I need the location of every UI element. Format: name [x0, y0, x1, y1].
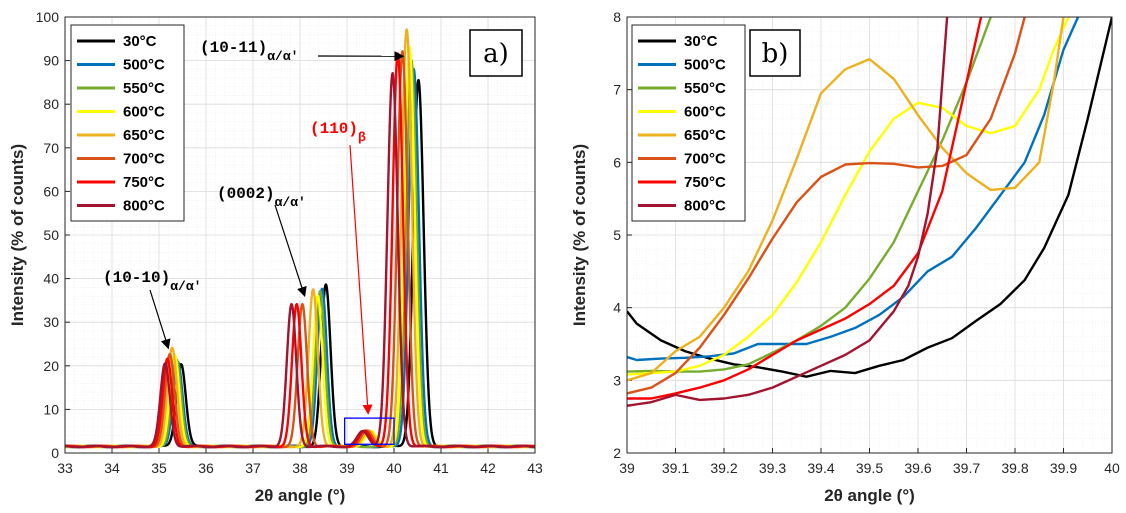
legend-label: 550°C [123, 80, 165, 97]
y-tick-label: 0 [51, 445, 59, 461]
legend-label: 700°C [684, 151, 726, 168]
legend-label: 600°C [684, 104, 726, 121]
annotation-arrow [274, 204, 307, 297]
x-tick-label: 39.2 [710, 460, 737, 476]
legend-label: 30°C [684, 33, 718, 50]
x-axis-label: 2θ angle (°) [255, 486, 346, 505]
series-line-600°C [627, 17, 1070, 376]
legend-label: 550°C [684, 80, 726, 97]
y-tick-label: 2 [613, 445, 621, 461]
x-tick-label: 39.4 [807, 460, 834, 476]
legend-label: 700°C [123, 151, 165, 168]
annotation-text: (0002) [217, 185, 275, 203]
x-tick-label: 40 [386, 460, 402, 476]
y-tick-label: 10 [43, 401, 59, 417]
x-tick-label: 39.9 [1050, 460, 1077, 476]
x-tick-label: 42 [480, 460, 496, 476]
series-line-650°C [627, 17, 1065, 382]
x-tick-label: 33 [57, 460, 73, 476]
annotation-label: (110)β [310, 120, 366, 145]
annotation-text: (10-11) [200, 39, 267, 57]
x-tick-label: 38 [292, 460, 308, 476]
legend-box [631, 24, 746, 222]
annotation-arrow [149, 289, 171, 350]
x-tick-label: 39 [339, 460, 355, 476]
y-tick-label: 5 [613, 227, 621, 243]
y-tick-label: 3 [613, 372, 621, 388]
series-line-700°C [627, 17, 1026, 395]
legend-label: 600°C [123, 104, 165, 121]
annotation-label: (0002)α/α' [217, 185, 306, 210]
series-group [627, 17, 1112, 407]
panel-label: a) [483, 39, 509, 69]
x-tick-label: 39.7 [953, 460, 980, 476]
annotation-text: (10-10) [103, 269, 170, 287]
y-tick-label: 70 [43, 140, 59, 156]
legend-label: 500°C [123, 57, 165, 74]
series-line-30°C [627, 17, 1112, 378]
x-tick-label: 39.1 [662, 460, 689, 476]
y-tick-label: 8 [613, 9, 621, 25]
y-axis-label: Intensity (% of counts) [8, 144, 27, 326]
x-tick-label: 34 [104, 460, 120, 476]
x-tick-label: 36 [198, 460, 214, 476]
chart-panel-a: 33 34 35 36 37 38 39 40 41 42 43 0 10 20 30 40 50 60 70 80 9… [8, 9, 543, 505]
series-line-500°C [627, 17, 1080, 362]
y-tick-label: 60 [43, 183, 59, 199]
y-tick-label: 90 [43, 53, 59, 69]
legend-label: 800°C [684, 198, 726, 215]
axes-frame [64, 16, 536, 454]
annotation-subscript: α/α' [275, 195, 306, 210]
y-tick-label: 6 [613, 154, 621, 170]
chart-panel-b: 39 39.1 39.2 39.3 39.4 39.5 39.6 39.7 39.8 39.9 40… [570, 9, 1120, 505]
y-tick-label: 30 [43, 314, 59, 330]
axes-frame [626, 16, 1113, 454]
x-axis-label: 2θ angle (°) [824, 486, 915, 505]
y-tick-label: 50 [43, 227, 59, 243]
annotation-subscript: α/α' [170, 279, 201, 294]
y-tick-label: 20 [43, 358, 59, 374]
series-line-800°C [65, 71, 535, 449]
highlight-box [343, 417, 395, 445]
x-tick-label: 37 [245, 460, 261, 476]
y-tick-label: 40 [43, 271, 59, 287]
x-tick-label: 39.6 [904, 460, 931, 476]
x-tick-label: 39.3 [759, 460, 786, 476]
series-line-750°C [627, 17, 983, 400]
x-tick-label: 41 [433, 460, 449, 476]
series-group [65, 28, 535, 449]
legend-label: 500°C [684, 57, 726, 74]
y-tick-label: 7 [613, 82, 621, 98]
x-tick-label: 35 [151, 460, 167, 476]
y-tick-label: 80 [43, 96, 59, 112]
annotation-label: (10-11)α/α' [200, 39, 298, 64]
legend-label: 750°C [684, 174, 726, 191]
x-tick-label: 39.8 [1001, 460, 1028, 476]
y-axis-label: Intensity (% of counts) [570, 144, 589, 326]
annotation-text: (110) [310, 120, 358, 138]
legend-label: 650°C [123, 127, 165, 144]
x-tick-label: 39 [619, 460, 635, 476]
x-tick-label: 40 [1104, 460, 1120, 476]
x-tick-label: 43 [527, 460, 543, 476]
series-line-800°C [627, 17, 949, 407]
y-tick-label: 4 [613, 300, 621, 316]
legend-label: 750°C [123, 174, 165, 191]
panel-label: b) [762, 39, 789, 69]
annotation-subscript: β [358, 130, 366, 145]
y-tick-label: 100 [36, 9, 60, 25]
legend-label: 30°C [123, 33, 157, 50]
x-tick-label: 39.5 [856, 460, 883, 476]
annotation-subscript: α/α' [267, 49, 298, 64]
annotation-arrow [349, 144, 373, 415]
legend-label: 650°C [684, 127, 726, 144]
annotation-label: (10-10)α/α' [103, 269, 201, 294]
legend-box [70, 24, 185, 222]
panel-label-box [749, 29, 801, 77]
legend-label: 800°C [123, 198, 165, 215]
panel-label-box [469, 29, 523, 77]
